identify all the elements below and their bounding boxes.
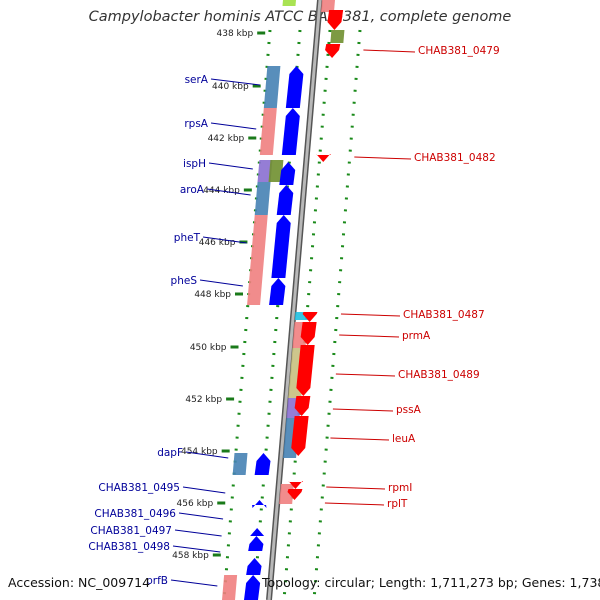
label-leaders [170, 49, 416, 587]
cog-block [282, 0, 296, 6]
cog-block [222, 575, 238, 600]
cog-block [268, 160, 284, 182]
forward-gene-arrow [249, 528, 265, 536]
reverse-gene-label: CHAB381_0479 [418, 45, 500, 57]
forward-gene-arrow [254, 453, 271, 475]
forward-gene-arrow [281, 108, 300, 155]
scale-tick-label: 446 kbp [199, 238, 236, 248]
forward-gene-arrow [269, 278, 286, 305]
forward-gene-label: pheT [174, 232, 201, 244]
forward-gene-label: CHAB381_0497 [90, 525, 172, 537]
reverse-gene-arrow [287, 489, 303, 500]
forward-gene-arrow [244, 575, 261, 600]
forward-gene-arrow [252, 500, 267, 508]
forward-gene-arrow [276, 185, 294, 215]
scale-tick-label: 454 kbp [181, 447, 218, 457]
cog-block [330, 30, 345, 43]
cog-block [259, 108, 277, 155]
reverse-gene-arrow [325, 44, 341, 58]
reverse-gene-label: CHAB381_0487 [403, 309, 485, 321]
forward-gene-arrow [271, 215, 291, 278]
scale-tick-label: 458 kbp [172, 551, 209, 561]
forward-gene-label: CHAB381_0496 [94, 508, 176, 520]
cog-block [232, 453, 248, 475]
reverse-gene-arrow [296, 345, 315, 396]
cog-block [254, 182, 271, 215]
forward-gene-arrow [246, 558, 262, 575]
reverse-gene-label: rplT [387, 498, 408, 510]
reverse-gene-arrow [300, 322, 317, 345]
reverse-gene-arrow [302, 312, 318, 322]
reverse-gene-arrow [294, 396, 311, 416]
scale-tick-label: 452 kbp [185, 395, 222, 405]
forward-gene-label: prfB [146, 575, 168, 587]
forward-gene-label: ispH [183, 158, 206, 170]
forward-gene-label: pheS [171, 275, 198, 287]
cog-block [257, 160, 273, 182]
reverse-gene-arrow [288, 481, 304, 489]
outer-rail-left [222, 29, 272, 600]
forward-gene-arrow [248, 536, 264, 551]
reverse-gene-label: CHAB381_0489 [398, 369, 480, 381]
forward-gene-arrow [285, 66, 304, 108]
reverse-gene-label: prmA [402, 330, 431, 342]
forward-gene-label: aroA [180, 184, 205, 196]
scale-tick-label: 438 kbp [217, 29, 254, 39]
reverse-gene-arrow [291, 416, 309, 456]
scale-tick-label: 442 kbp [208, 134, 245, 144]
cog-block [263, 66, 281, 108]
scale-tick-label: 450 kbp [190, 343, 227, 353]
reverse-gene-label: pssA [396, 404, 422, 416]
accession-text: Accession: NC_009714 [8, 575, 151, 590]
forward-gene-label: dapF [157, 447, 183, 459]
gene-tracks [244, 10, 344, 600]
reverse-gene-label: CHAB381_0482 [414, 152, 496, 164]
gene-labels: serA rpsA ispH aroA pheT pheS dapF CHAB381_0495… [88, 45, 499, 587]
scale-tick-label: 448 kbp [194, 290, 231, 300]
outer-rail-right [312, 29, 362, 600]
reverse-gene-label: leuA [392, 433, 416, 445]
cog-tracks [222, 0, 345, 600]
scale-tick-label: 456 kbp [177, 499, 214, 509]
reverse-gene-label: rpmI [388, 482, 412, 494]
cog-block [247, 215, 268, 305]
forward-gene-arrow [279, 162, 296, 185]
reverse-gene-arrow [316, 154, 331, 162]
cog-block [320, 0, 335, 12]
forward-gene-label: CHAB381_0498 [88, 541, 170, 553]
genome-info-text: Topology: circular; Length: 1,711,273 bp… [262, 575, 600, 590]
scale-tick-label: 440 kbp [212, 82, 249, 92]
forward-gene-label: rpsA [184, 118, 208, 130]
reverse-gene-arrow [327, 10, 344, 30]
forward-gene-label: serA [185, 74, 209, 86]
forward-gene-label: CHAB381_0495 [98, 482, 180, 494]
map-title: Campylobacter hominis ATCC BAA-381, comp… [88, 9, 512, 25]
